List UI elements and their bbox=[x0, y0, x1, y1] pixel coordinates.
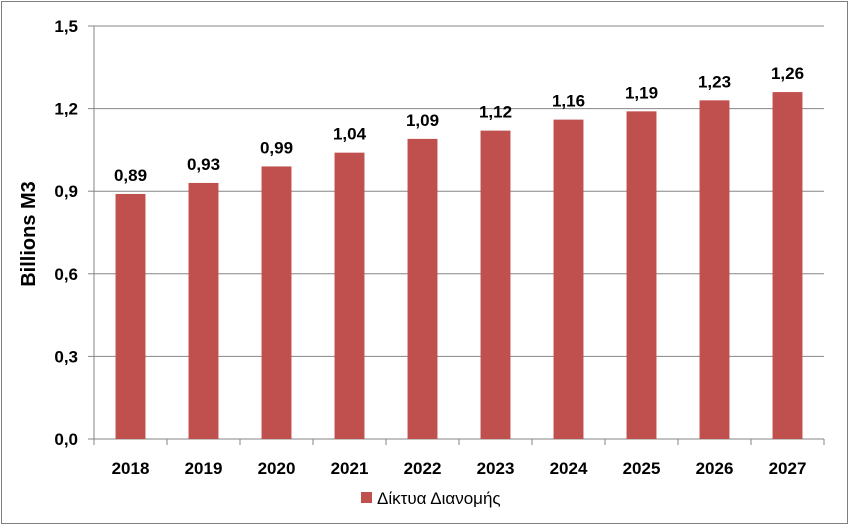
legend-swatch bbox=[361, 492, 372, 503]
x-tick-labels: 2018 2019 2020 2021 2022 2023 2024 2025 2026 2027 bbox=[112, 459, 807, 478]
bar bbox=[115, 193, 146, 439]
x-tick-label: 2022 bbox=[404, 459, 442, 478]
y-tick-label: 1,5 bbox=[54, 17, 78, 36]
bar bbox=[626, 111, 657, 439]
x-tick-label: 2020 bbox=[258, 459, 296, 478]
data-label: 1,09 bbox=[406, 111, 439, 130]
data-label: 0,93 bbox=[187, 155, 220, 174]
x-tick-label: 2019 bbox=[185, 459, 223, 478]
y-tick-label: 1,2 bbox=[54, 100, 78, 119]
y-tick-labels: 0,0 0,3 0,6 0,9 1,2 1,5 bbox=[54, 17, 78, 449]
data-label: 0,99 bbox=[260, 138, 293, 157]
y-tick-label: 0,6 bbox=[54, 265, 78, 284]
bar bbox=[188, 182, 219, 439]
x-tick-label: 2024 bbox=[550, 459, 588, 478]
bar bbox=[407, 138, 438, 440]
data-label: 1,26 bbox=[771, 64, 804, 83]
y-tick-label: 0,0 bbox=[54, 430, 78, 449]
bar bbox=[699, 100, 730, 439]
x-tick-label: 2021 bbox=[331, 459, 369, 478]
y-tick-label: 0,9 bbox=[54, 182, 78, 201]
x-tick-label: 2027 bbox=[769, 459, 807, 478]
y-tick-label: 0,3 bbox=[54, 347, 78, 366]
data-label: 1,04 bbox=[333, 125, 367, 144]
bar bbox=[772, 92, 803, 439]
data-labels: 0,89 0,93 0,99 1,04 1,09 1,12 1,16 1,19 1,23 1,26 bbox=[114, 64, 804, 185]
y-axis-label: Billions M3 bbox=[18, 181, 40, 287]
data-label: 0,89 bbox=[114, 166, 147, 185]
x-tick-label: 2025 bbox=[623, 459, 661, 478]
legend: Δίκτυα Διανομής bbox=[361, 489, 501, 508]
data-label: 1,16 bbox=[552, 92, 585, 111]
legend-label: Δίκτυα Διανομής bbox=[377, 489, 501, 508]
x-tick-label: 2023 bbox=[477, 459, 515, 478]
x-tick-label: 2018 bbox=[112, 459, 150, 478]
bar bbox=[334, 152, 365, 440]
bars bbox=[115, 92, 803, 440]
x-tick-label: 2026 bbox=[696, 459, 734, 478]
data-label: 1,12 bbox=[479, 103, 512, 122]
bar bbox=[480, 130, 511, 440]
bar bbox=[553, 119, 584, 439]
data-label: 1,23 bbox=[698, 72, 731, 91]
bar bbox=[261, 166, 292, 440]
data-label: 1,19 bbox=[625, 83, 658, 102]
